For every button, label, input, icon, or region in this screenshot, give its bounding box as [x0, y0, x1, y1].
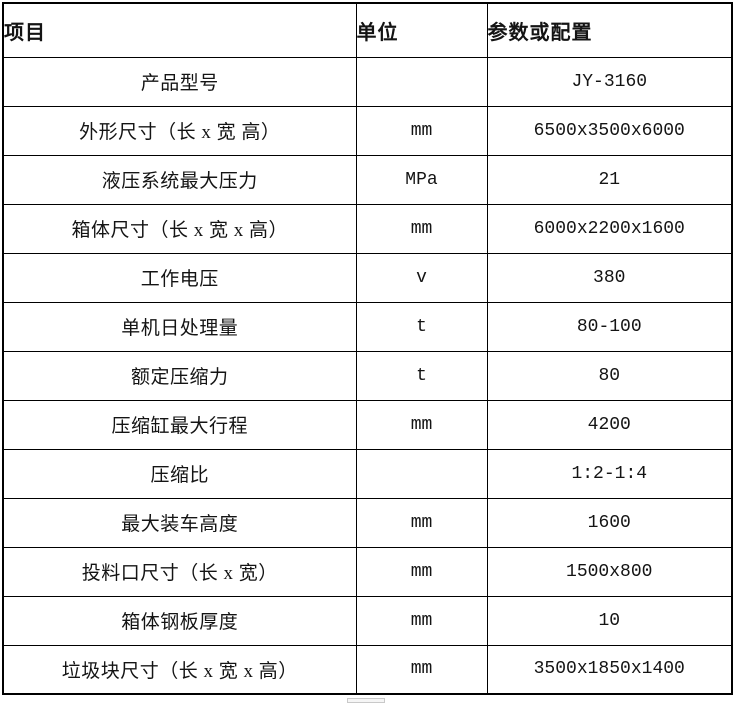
table-row: 最大装车高度 mm 1600	[2, 497, 733, 548]
table-row: 产品型号 JY-3160	[2, 56, 733, 107]
col-header-value: 参数或配置	[486, 2, 733, 58]
cell-item: 液压系统最大压力	[2, 154, 357, 205]
product-spec-table: 项目 单位 参数或配置 产品型号 JY-3160 外形尺寸（长 x 宽 高） m…	[2, 2, 733, 695]
cell-item: 垃圾块尺寸（长 x 宽 x 高）	[2, 644, 357, 695]
cell-unit: MPa	[355, 154, 488, 205]
cell-unit: mm	[355, 546, 488, 597]
cell-item: 箱体钢板厚度	[2, 595, 357, 646]
cell-item: 投料口尺寸（长 x 宽）	[2, 546, 357, 597]
cell-item: 单机日处理量	[2, 301, 357, 352]
cell-value: 380	[486, 252, 733, 303]
table-row: 额定压缩力 t 80	[2, 350, 733, 401]
table-row: 压缩比 1:2-1:4	[2, 448, 733, 499]
table-row: 垃圾块尺寸（长 x 宽 x 高） mm 3500x1850x1400	[2, 644, 733, 695]
cell-value: 10	[486, 595, 733, 646]
cell-item: 工作电压	[2, 252, 357, 303]
cell-value: 6500x3500x6000	[486, 105, 733, 156]
table-row: 工作电压 v 380	[2, 252, 733, 303]
cell-item: 额定压缩力	[2, 350, 357, 401]
cell-value: 4200	[486, 399, 733, 450]
cell-item: 箱体尺寸（长 x 宽 x 高）	[2, 203, 357, 254]
cell-value: 80-100	[486, 301, 733, 352]
cell-unit: mm	[355, 595, 488, 646]
cell-item: 压缩缸最大行程	[2, 399, 357, 450]
cell-item: 最大装车高度	[2, 497, 357, 548]
cell-value: 1:2-1:4	[486, 448, 733, 499]
table-row: 投料口尺寸（长 x 宽） mm 1500x800	[2, 546, 733, 597]
cell-value: 80	[486, 350, 733, 401]
table-row: 单机日处理量 t 80-100	[2, 301, 733, 352]
cell-unit: v	[355, 252, 488, 303]
cell-item: 产品型号	[2, 56, 357, 107]
cell-unit: t	[355, 301, 488, 352]
cell-value: 1600	[486, 497, 733, 548]
cell-unit: mm	[355, 105, 488, 156]
cell-value: 3500x1850x1400	[486, 644, 733, 695]
cell-unit: mm	[355, 497, 488, 548]
cell-item: 外形尺寸（长 x 宽 高）	[2, 105, 357, 156]
table-row: 箱体钢板厚度 mm 10	[2, 595, 733, 646]
cell-value: JY-3160	[486, 56, 733, 107]
cell-unit	[355, 56, 488, 107]
cell-unit: mm	[355, 644, 488, 695]
table-header-row: 项目 单位 参数或配置	[2, 2, 733, 58]
table-row: 箱体尺寸（长 x 宽 x 高） mm 6000x2200x1600	[2, 203, 733, 254]
table-row: 液压系统最大压力 MPa 21	[2, 154, 733, 205]
cell-value: 6000x2200x1600	[486, 203, 733, 254]
cell-value: 1500x800	[486, 546, 733, 597]
col-header-unit: 单位	[355, 2, 488, 58]
col-header-item: 项目	[2, 2, 357, 58]
table-row: 外形尺寸（长 x 宽 高） mm 6500x3500x6000	[2, 105, 733, 156]
cell-unit: t	[355, 350, 488, 401]
cell-value: 21	[486, 154, 733, 205]
table-resize-handle	[347, 698, 385, 703]
cell-item: 压缩比	[2, 448, 357, 499]
table-row: 压缩缸最大行程 mm 4200	[2, 399, 733, 450]
cell-unit: mm	[355, 399, 488, 450]
cell-unit	[355, 448, 488, 499]
cell-unit: mm	[355, 203, 488, 254]
